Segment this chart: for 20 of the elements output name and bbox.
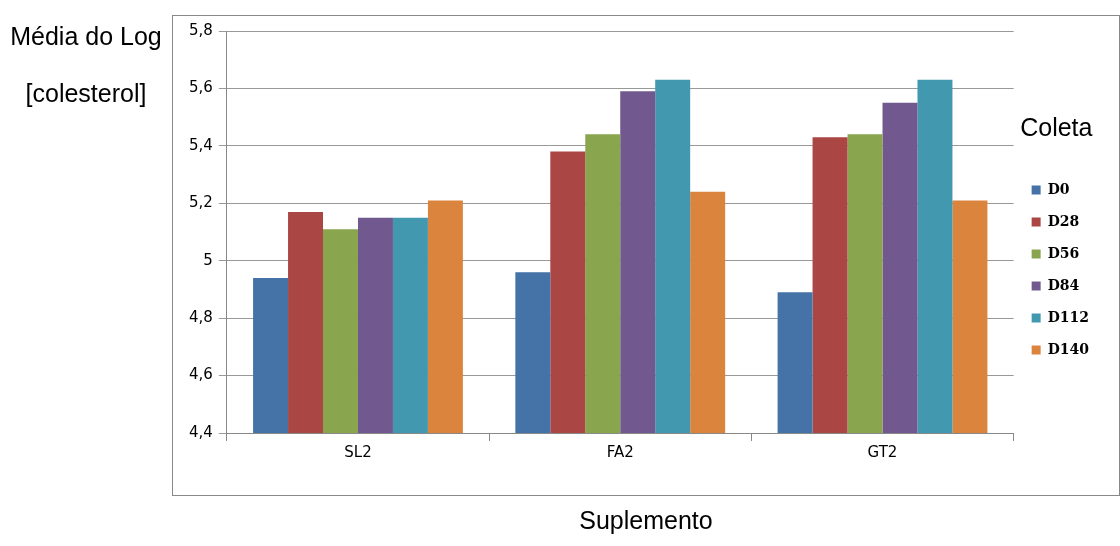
y-axis-title: Média do Log [colesterol] xyxy=(9,21,163,109)
x-tick-label: SL2 xyxy=(344,442,372,461)
legend-label: D112 xyxy=(1047,308,1090,325)
legend-label: D84 xyxy=(1047,276,1080,293)
y-tick-label: 5,6 xyxy=(189,78,213,97)
legend-label: D140 xyxy=(1047,340,1090,357)
y-tick-label: 4,6 xyxy=(189,365,213,384)
y-tick-label: 4,8 xyxy=(189,308,213,327)
y-tick-label: 5 xyxy=(203,250,213,269)
y-tick-label: 4,4 xyxy=(189,422,213,441)
legend-title: Coleta xyxy=(1020,113,1093,142)
legend-label: D56 xyxy=(1047,244,1080,261)
x-axis-title: Suplemento xyxy=(578,506,714,535)
x-tick-label: FA2 xyxy=(606,442,634,461)
x-tick-label: GT2 xyxy=(867,442,898,461)
legend-label: D0 xyxy=(1047,180,1070,197)
legend-label: D28 xyxy=(1047,212,1080,229)
y-tick-label: 5,8 xyxy=(189,20,213,39)
y-tick-label: 5,4 xyxy=(189,135,213,154)
y-tick-label: 5,2 xyxy=(189,193,213,212)
